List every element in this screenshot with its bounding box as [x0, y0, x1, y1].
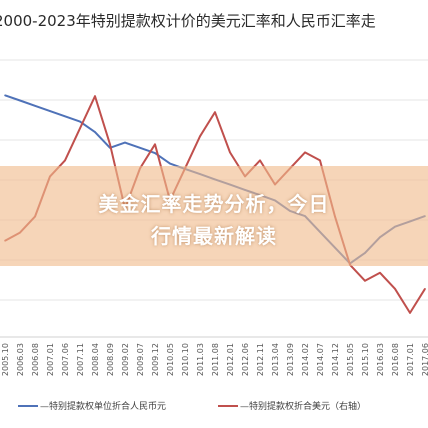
x-tick-label: 2012.01 — [226, 343, 235, 376]
x-tick-label: 2012.06 — [241, 343, 250, 376]
x-tick-label: 2015.05 — [346, 343, 355, 376]
x-tick-label: 2007.11 — [76, 343, 85, 376]
data-point — [319, 159, 321, 162]
x-tick-label: 2006.08 — [31, 343, 40, 376]
legend-label-usd: —特别提款权折合美元（右轴） — [240, 400, 366, 412]
x-tick-label: 2015.10 — [361, 343, 370, 376]
x-tick-label: 2007.06 — [61, 343, 70, 376]
data-point — [49, 110, 51, 112]
x-tick-label: 2016.08 — [391, 343, 400, 376]
data-point — [19, 99, 21, 102]
chart-title: 2000-2023年特别提款权计价的美元汇率和人民币汇率走 — [0, 12, 376, 30]
data-point — [139, 147, 141, 149]
x-tick-label: 2014.07 — [316, 343, 325, 376]
x-tick-label: 2011.03 — [196, 343, 205, 376]
data-point — [379, 272, 381, 274]
data-point — [304, 151, 306, 154]
x-tick-label: 2014.02 — [301, 343, 310, 376]
data-point — [64, 115, 66, 118]
x-tick-label: 2005.10 — [1, 343, 10, 376]
data-point — [199, 135, 201, 138]
x-tick-label: 2010.10 — [181, 343, 190, 376]
banner-line-2: 行情最新解读 — [151, 224, 277, 248]
x-tick-label: 2016.03 — [376, 343, 385, 376]
x-tick-label: 2014.12 — [331, 343, 340, 376]
x-tick-label: 2013.04 — [271, 343, 280, 376]
x-tick-label: 2012.11 — [256, 343, 265, 376]
x-tick-labels: 2005.10 2006.03 2006.08 2007.01 2007.06 2007.… — [1, 343, 428, 376]
x-tick-label: 2017.01 — [406, 343, 415, 376]
x-tick-label: 2009.12 — [151, 343, 160, 376]
data-point — [424, 288, 426, 290]
data-point — [79, 127, 81, 130]
data-point — [79, 120, 81, 123]
data-point — [34, 105, 36, 107]
data-point — [364, 280, 366, 282]
overlay-banner: 美金汇率走势分析，今日 行情最新解读 — [0, 166, 428, 266]
x-tick-label: 2008.09 — [106, 343, 115, 376]
x-tick-label: 2006.03 — [16, 343, 25, 376]
data-point — [229, 151, 231, 154]
data-point — [409, 312, 411, 314]
data-point — [154, 143, 156, 146]
x-tick-label: 2009.02 — [121, 343, 130, 376]
x-tick-label: 2009.07 — [136, 343, 145, 376]
data-point — [259, 159, 261, 162]
x-tick-label: 2013.09 — [286, 343, 295, 376]
data-point — [214, 111, 216, 113]
data-point — [94, 131, 96, 133]
x-tick-label: 2007.01 — [46, 343, 55, 376]
legend: —特别提款权单位折合人民币元 —特别提款权折合美元（右轴） — [18, 400, 366, 412]
x-tick-label: 2008.04 — [91, 343, 100, 376]
data-point — [4, 94, 6, 97]
x-tick-label: 2011.08 — [211, 343, 220, 376]
data-point — [64, 159, 66, 162]
legend-label-cny: —特别提款权单位折合人民币元 — [40, 400, 166, 412]
data-point — [94, 95, 96, 97]
data-point — [124, 141, 126, 144]
x-tick-label: 2017.06 — [421, 343, 428, 376]
x-tick-label: 2010.05 — [166, 343, 175, 376]
data-point — [169, 162, 171, 165]
data-point — [154, 152, 156, 154]
data-point — [109, 143, 111, 146]
data-point — [394, 288, 396, 290]
banner-line-1: 美金汇率走势分析，今日 — [98, 192, 330, 216]
